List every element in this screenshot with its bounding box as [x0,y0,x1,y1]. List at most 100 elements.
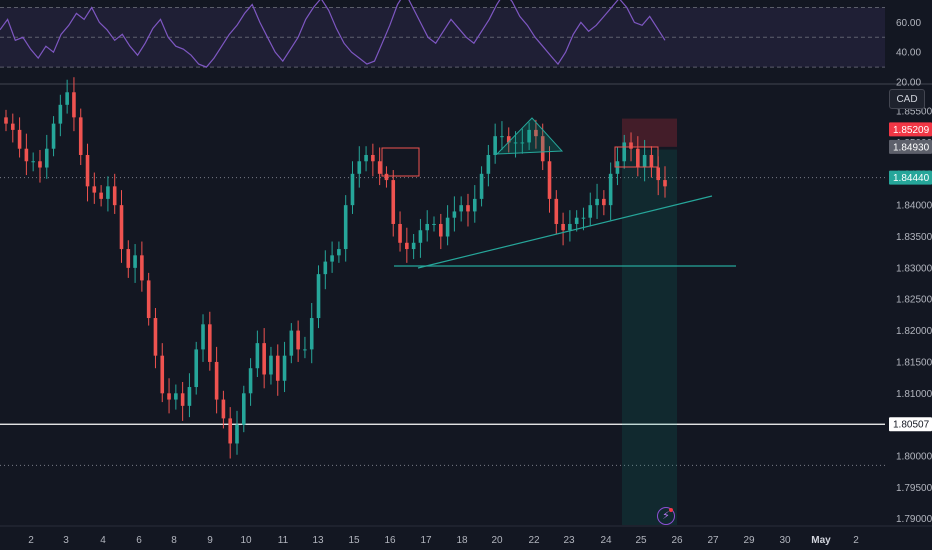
candle-body [425,223,430,231]
candle-body [588,205,593,218]
time-tick-label: 8 [171,535,177,546]
candle-body [520,142,525,144]
candle-body [119,205,124,250]
price-badge [889,122,932,137]
candle-body [4,117,8,124]
time-tick-label: 13 [312,535,324,546]
time-tick-label: 30 [779,535,791,546]
candle-body [187,387,192,406]
candle-body [194,349,199,388]
candle-body [405,242,409,250]
time-tick-label: 24 [600,535,612,546]
shoulder-box-left[interactable] [381,147,420,177]
time-tick-label: 17 [420,535,432,546]
candle-body [493,136,497,155]
candle-body [316,274,321,319]
candle-body [445,217,450,237]
candle-body [112,186,117,206]
target-zone[interactable] [622,149,677,525]
price-badge [889,417,932,432]
candle-body [241,393,246,425]
candle-body [500,136,504,138]
rising-trendline[interactable] [417,195,713,269]
time-tick-label: 26 [671,535,683,546]
price-badge-label: 1.85209 [893,125,930,136]
candle-body [608,173,613,206]
candle-body [221,399,226,419]
time-tick-label: 27 [707,535,719,546]
candle-body [201,324,205,350]
candle-body [479,173,484,199]
candle-body [377,161,382,174]
candle-body [615,161,620,174]
candle-body [486,154,491,174]
price-axis: 1.855001.850001.845001.840001.835001.830… [889,18,932,525]
candle-body [167,393,171,400]
head-triangle[interactable] [495,117,564,155]
candle-body [568,223,572,231]
candle-body [561,223,565,231]
price-panel [0,77,885,525]
candle-body [153,318,158,356]
time-tick-label: 22 [528,535,540,546]
candle-body [540,136,545,162]
candle-body [330,255,334,262]
candle-body [17,129,22,149]
candle-body [439,223,443,237]
candle-body [78,117,83,155]
candle-body [31,161,35,163]
time-tick-label: 9 [207,535,213,546]
time-tick-label: 25 [635,535,647,546]
candle-body [636,148,640,168]
candle-body [275,355,280,381]
candle-body [663,180,667,187]
price-tick-label: 1.79000 [896,514,932,525]
shoulder-box-right[interactable] [614,146,659,168]
drawings-layer [381,117,736,269]
candle-body [10,123,15,130]
lightning-icon[interactable]: ⚡ [657,507,675,525]
candle-body [296,330,300,350]
candle-body [472,198,477,212]
candle-body [24,148,29,162]
price-tick-label: 1.80000 [896,452,932,463]
price-badge [889,170,932,185]
candle-body [323,261,328,275]
candle-body [289,330,294,356]
candle-body [554,198,559,224]
candle-body [649,154,654,168]
price-tick-label: 1.83500 [896,232,932,243]
candle-body [269,355,273,375]
candle-body [126,249,131,268]
time-tick-label: 3 [63,535,69,546]
price-tick-label: 1.82000 [896,326,932,337]
candle-body [282,355,287,381]
candle-body [506,136,511,143]
candle-body [459,205,463,212]
candle-body [133,255,137,268]
candle-body [629,142,633,149]
price-badge-label: 1.80507 [893,420,930,431]
time-tick-label: May [811,535,831,546]
candle-body [248,368,253,394]
time-tick-label: 20 [491,535,503,546]
candle-body [642,154,647,168]
candle-body [595,198,599,206]
candle-body [357,161,362,174]
candle-body [85,154,90,187]
candle-body [622,142,627,162]
candle-body [581,217,586,219]
candle-body [432,223,436,225]
candle-body [180,393,185,406]
time-axis: 2 3 4 6 8 9 10 11 13 15 16 17 18 20 22 23 24 25 26 27 29 30 Ma… [0,525,932,546]
time-tick-label: 15 [348,535,360,546]
currency-button[interactable]: CAD [889,89,925,109]
candle-body [146,280,151,319]
candle-body [214,361,219,400]
candle-body [371,154,375,162]
candle-body [574,217,579,224]
price-badge-label: 1.84440 [893,173,930,184]
candle-body [44,148,49,168]
